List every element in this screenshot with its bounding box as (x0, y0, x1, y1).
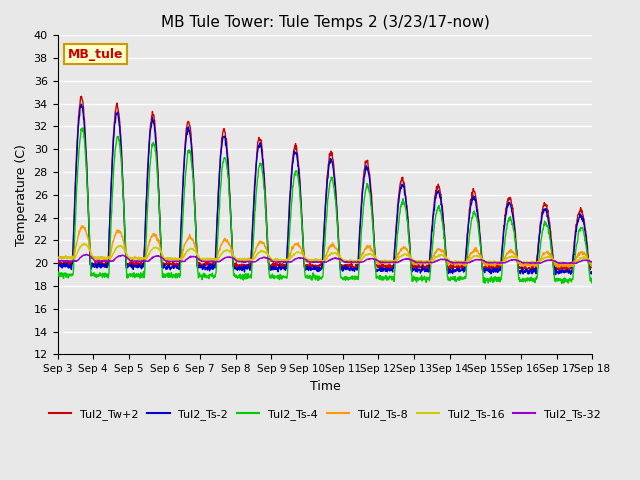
X-axis label: Time: Time (310, 380, 340, 393)
Y-axis label: Temperature (C): Temperature (C) (15, 144, 28, 246)
Title: MB Tule Tower: Tule Temps 2 (3/23/17-now): MB Tule Tower: Tule Temps 2 (3/23/17-now… (161, 15, 490, 30)
Legend: Tul2_Tw+2, Tul2_Ts-2, Tul2_Ts-4, Tul2_Ts-8, Tul2_Ts-16, Tul2_Ts-32: Tul2_Tw+2, Tul2_Ts-2, Tul2_Ts-4, Tul2_Ts… (44, 405, 605, 424)
Text: MB_tule: MB_tule (68, 48, 124, 60)
